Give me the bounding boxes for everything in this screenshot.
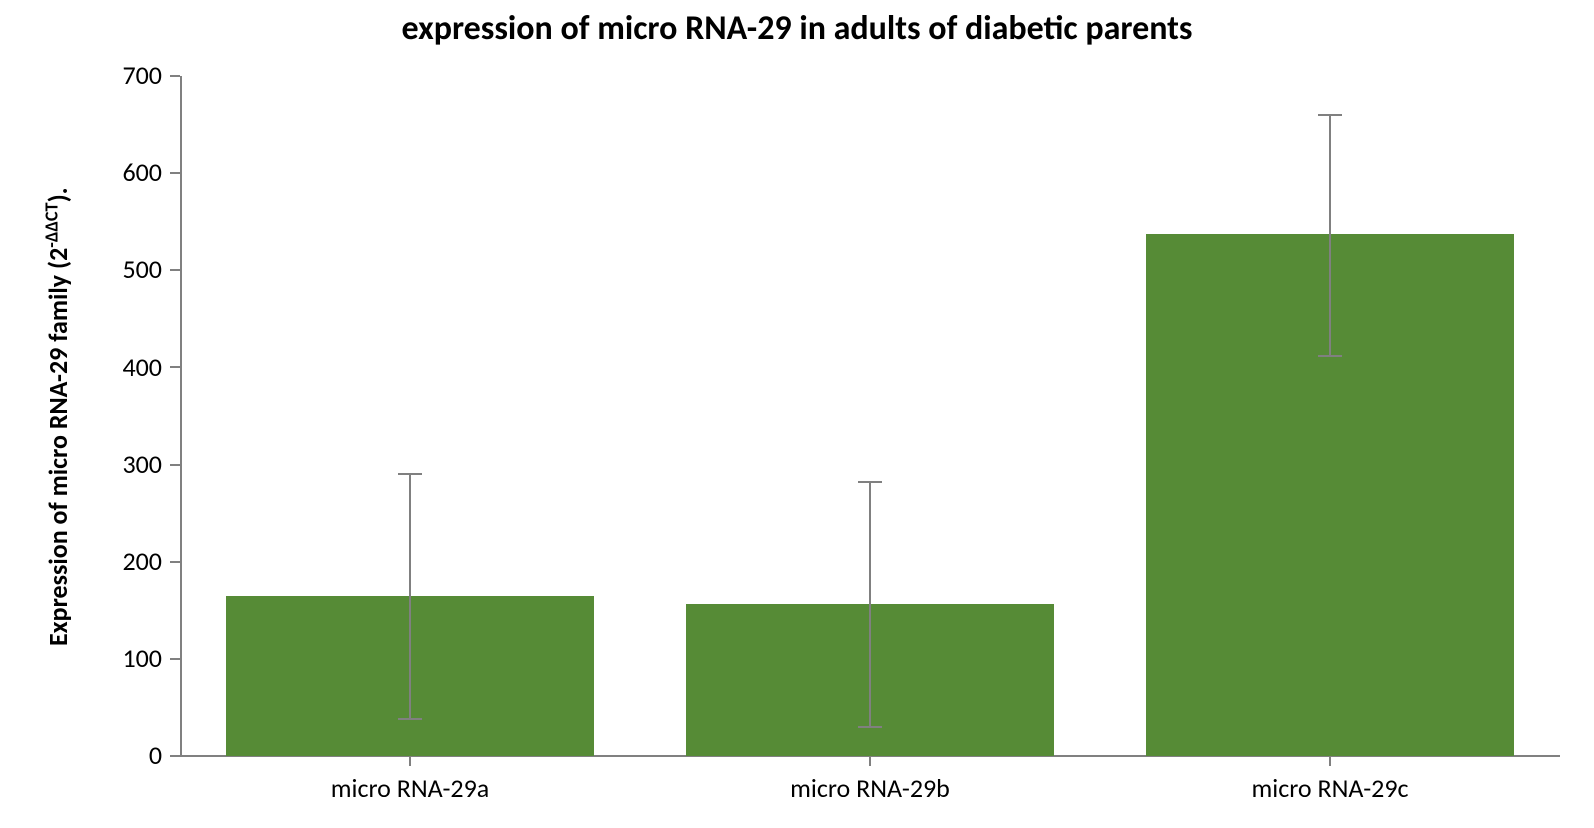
x-category-label: micro RNA-29b [640, 772, 1100, 804]
y-tick [170, 269, 180, 271]
y-tick-label: 700 [82, 59, 162, 91]
error-bar-cap-top [858, 481, 882, 483]
y-tick-label: 100 [82, 642, 162, 674]
x-category-label: micro RNA-29a [180, 772, 640, 804]
y-tick [170, 172, 180, 174]
y-axis-line [180, 76, 182, 756]
y-axis-title-text: Expression of micro RNA-29 family (2-ΔΔC… [42, 187, 74, 646]
error-bar-cap-bottom [858, 726, 882, 728]
y-tick [170, 658, 180, 660]
y-axis-title: Expression of micro RNA-29 family (2-ΔΔC… [40, 187, 74, 646]
plot-area: 0100200300400500600700micro RNA-29amicro… [180, 76, 1560, 756]
y-tick-label: 400 [82, 351, 162, 383]
error-bar-cap-top [398, 473, 422, 475]
y-tick-label: 300 [82, 448, 162, 480]
y-tick [170, 561, 180, 563]
chart-title: expression of micro RNA-29 in adults of … [0, 8, 1594, 49]
y-tick [170, 366, 180, 368]
error-bar-stem [1329, 115, 1331, 356]
y-tick-label: 600 [82, 156, 162, 188]
x-category-label: micro RNA-29c [1100, 772, 1560, 804]
x-tick [1329, 756, 1331, 766]
error-bar-cap-bottom [1318, 355, 1342, 357]
y-tick-label: 500 [82, 253, 162, 285]
y-tick [170, 75, 180, 77]
x-tick [869, 756, 871, 766]
y-tick-label: 200 [82, 545, 162, 577]
error-bar-stem [869, 482, 871, 727]
error-bar-cap-bottom [398, 718, 422, 720]
error-bar-stem [409, 474, 411, 719]
y-tick [170, 755, 180, 757]
error-bar-cap-top [1318, 114, 1342, 116]
y-tick [170, 464, 180, 466]
x-tick [409, 756, 411, 766]
y-tick-label: 0 [82, 739, 162, 771]
chart-container: expression of micro RNA-29 in adults of … [0, 0, 1594, 828]
